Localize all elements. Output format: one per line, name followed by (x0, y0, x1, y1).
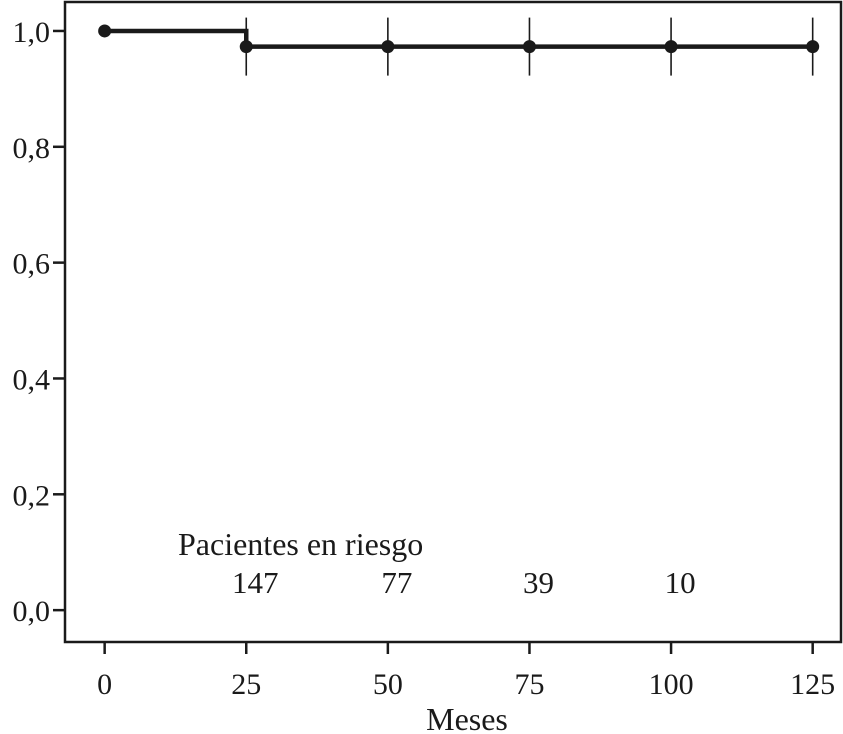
x-axis-label: Meses (426, 701, 508, 734)
y-tick-label: 0,6 (13, 248, 51, 281)
at-risk-value: 147 (232, 565, 279, 600)
y-axis: 0,0 0,2 0,4 0,6 0,8 1,0 (13, 16, 65, 628)
data-point (381, 40, 395, 54)
data-point (98, 24, 112, 38)
at-risk-value: 77 (381, 565, 412, 600)
plot-frame (63, 0, 843, 644)
x-tick-label: 100 (649, 668, 694, 701)
y-tick-label: 0,4 (13, 363, 51, 396)
data-point (806, 40, 820, 54)
at-risk-values: 147 77 39 10 (232, 565, 696, 600)
x-axis: 0 25 50 75 100 125 (97, 642, 835, 701)
x-tick-label: 75 (514, 668, 544, 701)
at-risk-value: 39 (523, 565, 554, 600)
x-tick-label: 125 (790, 668, 835, 701)
x-tick-label: 50 (373, 668, 403, 701)
x-tick-label: 0 (97, 668, 112, 701)
data-point (664, 40, 678, 54)
y-tick-label: 0,2 (13, 479, 51, 512)
y-tick-label: 1,0 (13, 16, 51, 49)
at-risk-value: 10 (665, 565, 696, 600)
data-point (522, 40, 536, 54)
x-tick-label: 25 (231, 668, 261, 701)
survival-curve (104, 28, 813, 49)
risk-title: Pacientes en riesgo (178, 526, 423, 562)
data-point (239, 40, 253, 54)
series-layer (98, 17, 820, 76)
y-tick-label: 0,0 (13, 595, 51, 628)
y-tick-label: 0,8 (13, 132, 51, 165)
